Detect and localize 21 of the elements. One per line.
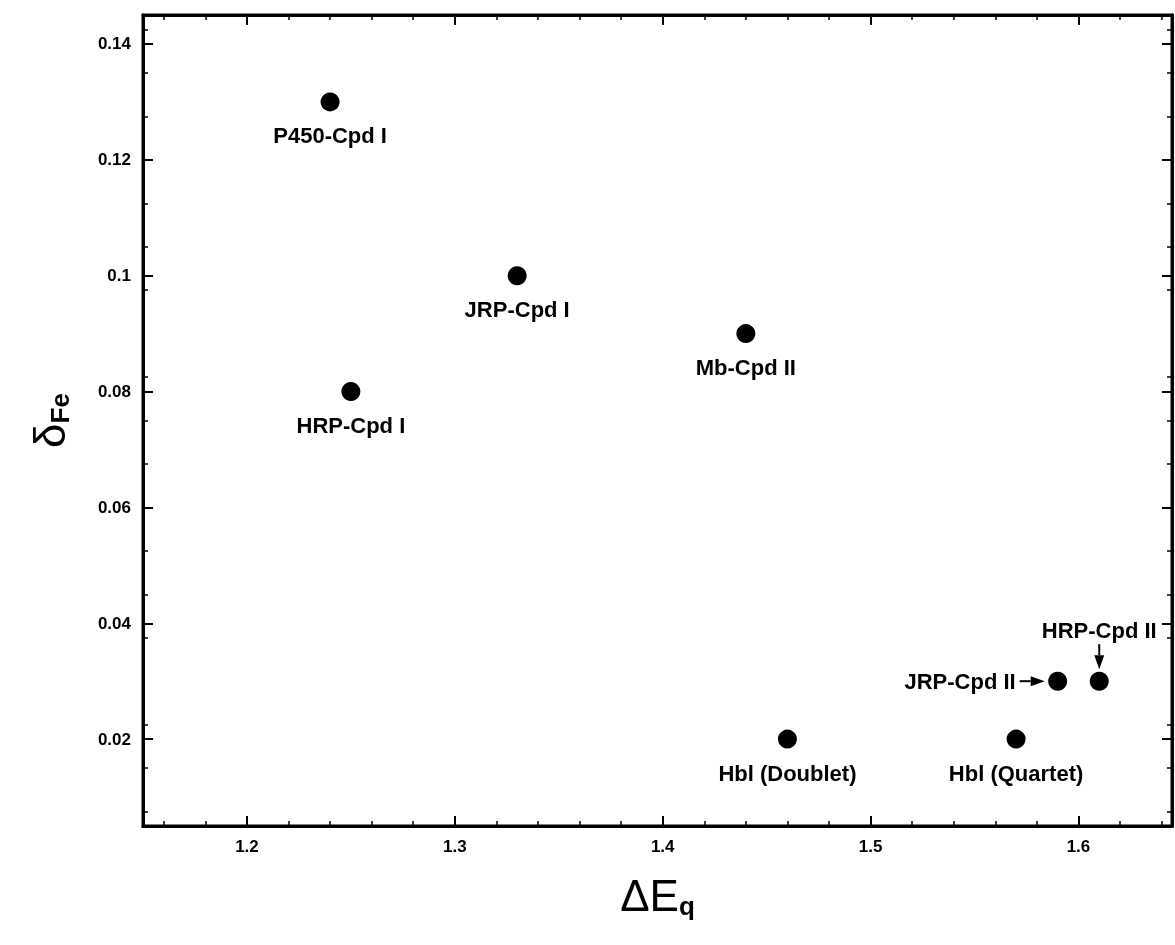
- x-tick-label: 1.3: [443, 837, 467, 856]
- annotation: JRP-Cpd I: [464, 297, 570, 323]
- y-tick-label: 0.08: [97, 382, 131, 402]
- x-tick-label: 1.4: [650, 837, 676, 856]
- annotation: Mb-Cpd II: [695, 355, 796, 381]
- x-tick-label: 1.5: [858, 837, 883, 856]
- annotation: P450-Cpd I: [273, 123, 387, 149]
- annotation: Hbl (Quartet): [948, 760, 1084, 786]
- y-tick-label: 0.12: [97, 150, 131, 170]
- x-tick-label: 1.2: [235, 837, 259, 856]
- annotation: Hbl (Doublet): [718, 760, 857, 786]
- annotation: HRP-Cpd II: [1041, 617, 1157, 643]
- x-tick-label: 1.6: [1066, 837, 1091, 856]
- y-tick-label: 0.04: [97, 613, 132, 633]
- y-tick-label: 0.02: [97, 729, 131, 749]
- annotation: HRP-Cpd I: [296, 413, 406, 439]
- y-axis-title: δFe: [24, 393, 75, 448]
- y-tick-label: 0.14: [97, 34, 132, 54]
- y-tick-label: 0.06: [97, 497, 131, 517]
- y-tick-label: 0.1: [107, 266, 131, 286]
- annotation: JRP-Cpd II: [904, 668, 1016, 694]
